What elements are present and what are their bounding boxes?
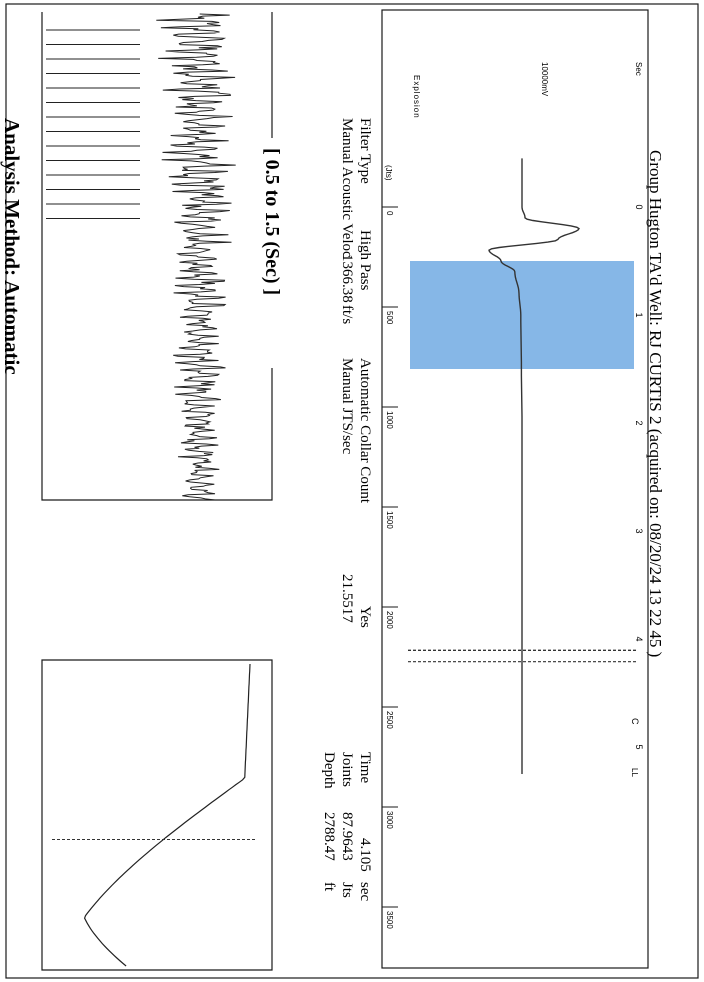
- time-axis: 0 1 2 3 4 5: [634, 204, 644, 749]
- joints-tick-label: 2000: [385, 611, 394, 629]
- joints-tick-label: 0: [385, 211, 394, 216]
- collar-panel-frame: [41, 12, 273, 501]
- joints-tick-label: 500: [385, 311, 394, 325]
- joints-axis: 0 500 1000 1500 2000 2500 3000 3500: [382, 206, 398, 929]
- scale-label: 10000mV: [540, 62, 549, 97]
- acoustic-trace-line: [488, 158, 580, 774]
- jts-per-sec-label: Manual JTS/sec: [339, 358, 355, 455]
- collar-signal-panel: [ 0.5 to 1.5 (Sec) ] Analysis Method: Au…: [0, 12, 283, 501]
- time-tick-label: 2: [634, 420, 644, 425]
- analysis-window-highlight: [410, 261, 634, 369]
- frequency-curve: [83, 663, 251, 967]
- collar-signal: [46, 13, 236, 501]
- trace-group: [488, 158, 580, 774]
- joints-tick-label: 2500: [385, 711, 394, 729]
- filter-type-value: High Pass: [357, 230, 373, 291]
- collar-range-label: [ 0.5 to 1.5 (Sec) ]: [261, 148, 283, 295]
- joints-tick-label: 1500: [385, 511, 394, 529]
- analysis-method-label: Analysis Method: Automatic: [0, 118, 24, 375]
- time-unit: sec: [357, 882, 373, 901]
- joints-tick-label: 1000: [385, 411, 394, 429]
- collar-waveform: [156, 13, 236, 501]
- joints-unit: Jts: [339, 882, 355, 898]
- trace-panel-frame: [381, 9, 649, 969]
- joints-tick-label: 3000: [385, 811, 394, 829]
- time-label: Time: [357, 752, 373, 783]
- filter-type-label: Filter Type: [357, 118, 373, 184]
- joints-label: Joints: [339, 752, 355, 787]
- collar-count-value: Yes: [357, 606, 373, 628]
- info-block: Filter Type High Pass Manual Acoustic Ve…: [321, 118, 373, 901]
- joints-unit-label: (Jts): [384, 165, 393, 181]
- frequency-panel: [41, 659, 273, 971]
- marker-label-ll: LL: [630, 768, 639, 777]
- time-tick-label: 0: [634, 204, 644, 209]
- frequency-response: [52, 663, 256, 967]
- time-unit-label: Sec: [634, 62, 643, 76]
- report-title: Group Hugton TA'd Well: RJ CURTIS 2 (acq…: [646, 150, 665, 657]
- joints-value: 87.9643: [339, 812, 355, 861]
- time-tick-label: 1: [634, 312, 644, 317]
- time-tick-label: 4: [634, 636, 644, 641]
- marker-lines: [408, 649, 636, 663]
- acoustic-velocity-label: Manual Acoustic Veloc: [339, 118, 355, 258]
- depth-value: 2788.47: [321, 812, 337, 861]
- report-border: [5, 3, 699, 979]
- explosion-label: Explosion: [412, 75, 421, 119]
- acoustic-velocity-value: 1366.38: [339, 254, 355, 303]
- time-tick-label: 3: [634, 528, 644, 533]
- marker-label-c: C: [630, 718, 640, 725]
- collar-count-label: Automatic Collar Count: [357, 358, 373, 504]
- depth-unit: ft: [321, 882, 337, 892]
- joints-tick-label: 3500: [385, 911, 394, 929]
- time-value: 4.105: [357, 838, 373, 872]
- jts-per-sec-value: 21.5517: [339, 574, 355, 623]
- time-tick-label: 5: [634, 744, 644, 749]
- frequency-panel-frame: [41, 659, 273, 971]
- acoustic-velocity-unit: ft/s: [339, 305, 355, 324]
- depth-label: Depth: [321, 752, 337, 789]
